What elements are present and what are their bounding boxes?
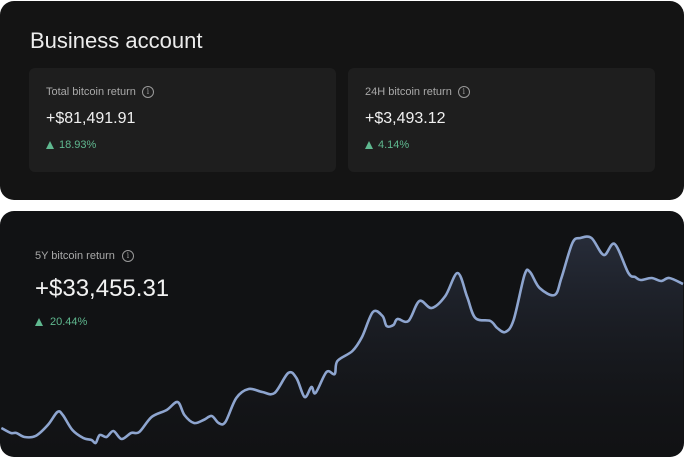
stat-value: +$3,493.12: [365, 110, 446, 127]
chart-area-fill: [1, 236, 683, 457]
info-icon[interactable]: i: [141, 86, 154, 98]
return-chart: [0, 235, 684, 457]
stat-change: 20.44%: [50, 316, 88, 328]
triangle-up-icon: [365, 141, 373, 149]
24h-return-card: 24H bitcoin return i +$3,493.12 4.14%: [348, 68, 655, 172]
info-icon[interactable]: i: [121, 250, 134, 262]
info-icon[interactable]: i: [457, 86, 470, 98]
triangle-up-icon: [46, 141, 54, 149]
triangle-up-icon: [35, 318, 43, 326]
stat-value: +$81,491.91: [46, 110, 136, 127]
stat-label: 5Y bitcoin return: [35, 250, 115, 262]
stat-change: 18.93%: [59, 139, 97, 151]
business-account-card: Business account Total bitcoin return i +…: [0, 1, 684, 200]
five-year-return-card: 5Y bitcoin return i +$33,455.31 20.44%: [0, 211, 684, 457]
chart-series-line: [0, 235, 684, 445]
stat-value: +$33,455.31: [35, 275, 170, 302]
stat-change: 4.14%: [378, 139, 410, 151]
page-title: Business account: [30, 28, 203, 53]
stat-label: 24H bitcoin return: [365, 86, 452, 98]
stat-label: Total bitcoin return: [46, 86, 136, 98]
total-return-card: Total bitcoin return i +$81,491.91 18.93%: [29, 68, 336, 172]
